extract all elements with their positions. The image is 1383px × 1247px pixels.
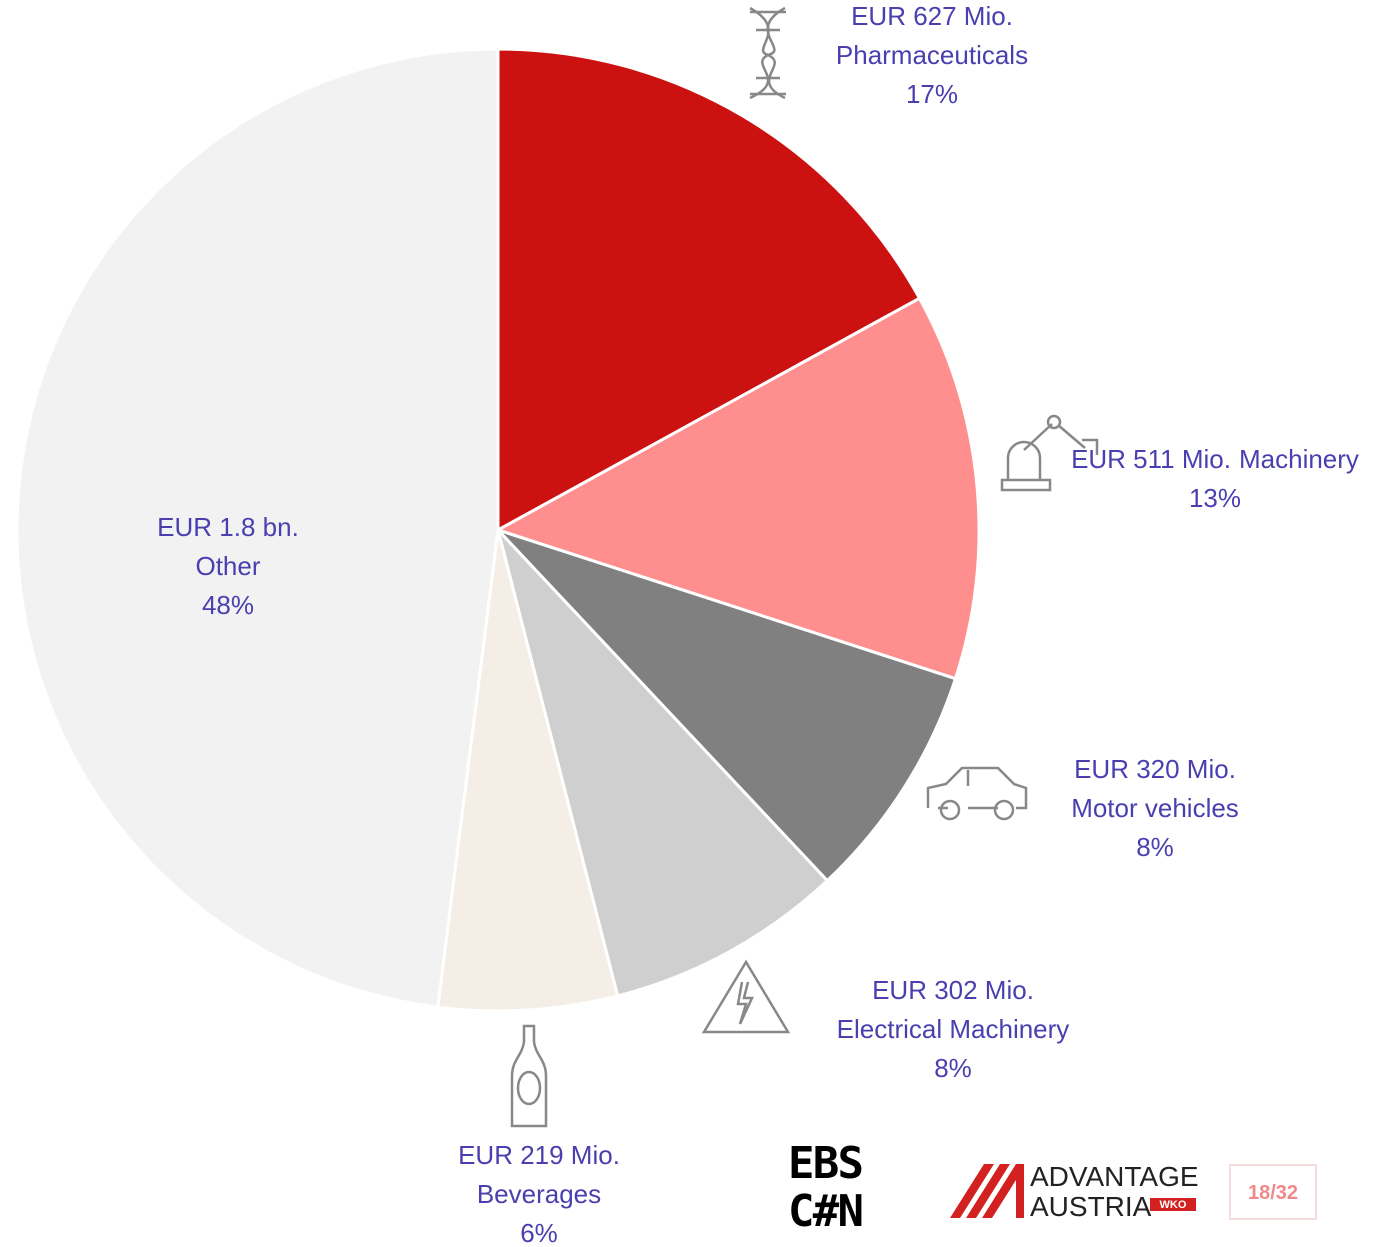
pie-slice [436,529,620,1013]
amount-label: EUR 627 Mio. [851,1,1013,31]
category-label: Electrical Machinery [837,1014,1070,1044]
category-label: Pharmaceuticals [836,40,1028,70]
category-label: Other [195,551,260,581]
pie-slice [496,528,830,998]
electric-icon [701,959,791,1034]
logo-text: C#N [788,1186,864,1237]
page-number: 18/32 [1248,1182,1298,1204]
dna-icon [749,6,786,100]
badge [1150,1198,1196,1211]
badge-text: WKO [1160,1199,1187,1211]
category-label: Machinery [1239,444,1359,474]
robot-icon [1000,414,1099,492]
amount-label: EUR 302 Mio. [872,975,1034,1005]
pie [15,47,981,1013]
amount-label: EUR 1.8 bn. [157,512,299,542]
logo-mark [950,1164,1024,1218]
slice-label: EUR 511 Mio. Machinery [1071,444,1359,474]
percent-label: 6% [520,1218,558,1247]
amount-label: EUR 320 Mio. [1074,754,1236,784]
bottle-icon [510,1024,548,1128]
pie-slice [15,47,500,1009]
page-box [1229,1164,1317,1220]
percent-label: 48% [202,590,254,620]
advantage-austria-logo: ADVANTAGE AUSTRIA WKO [950,1161,1199,1222]
pie-slice [494,296,981,681]
brand-text: AUSTRIA [1030,1191,1152,1222]
ebscon-logo: EBS C#N [788,1138,864,1237]
percent-label: 8% [1136,832,1174,862]
brand-text: ADVANTAGE [1030,1161,1199,1192]
percent-label: 8% [934,1053,972,1083]
pie-slice [496,47,922,533]
amount-label: EUR 219 Mio. [458,1140,620,1170]
percent-label: 13% [1189,483,1241,513]
car-icon [926,766,1028,821]
category-label: Beverages [477,1179,601,1209]
labels: EUR 627 Mio. Pharmaceuticals 17% EUR 511 Mi… [157,1,1359,1247]
amount-label: EUR 511 Mio. [1071,444,1231,474]
logo-text: EBS [788,1138,864,1189]
percent-label: 17% [906,79,958,109]
category-label: Motor vehicles [1071,793,1239,823]
pie-slice [496,528,958,883]
